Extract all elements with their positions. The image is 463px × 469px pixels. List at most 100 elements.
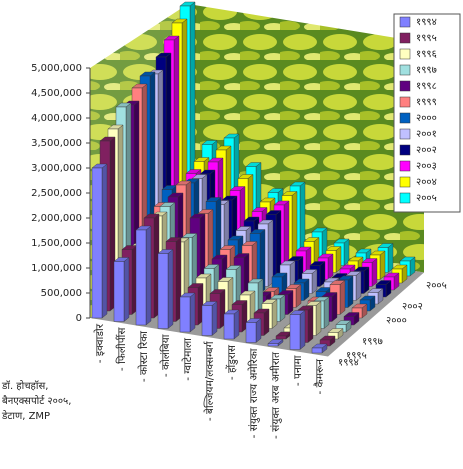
- legend: १९९४ १९९५ १९९६ १९९७ १९९८ १९९९ २००० २००१ २००२ २००३…: [393, 13, 461, 213]
- legend-label: १९९६: [416, 49, 437, 60]
- bar-side: [363, 266, 370, 294]
- bar-side: [379, 250, 386, 280]
- bar: [245, 318, 262, 343]
- legend-swatch: [399, 64, 411, 76]
- bar: [275, 331, 292, 340]
- bar-side: [315, 301, 322, 336]
- x-tick-label: - कैमरून: [313, 359, 326, 395]
- y-tick-label: 4,500,000: [31, 88, 82, 99]
- bar-side: [327, 253, 334, 280]
- legend-swatch: [399, 128, 411, 140]
- bar-side: [279, 294, 286, 322]
- legend-label: १९९८: [416, 81, 437, 92]
- legend-label: १९९५: [416, 33, 437, 44]
- bar: [91, 163, 108, 319]
- bar-front: [267, 343, 279, 347]
- legend-swatch: [399, 192, 411, 204]
- bar-front: [91, 167, 103, 319]
- bar-front: [311, 347, 323, 354]
- bar: [267, 339, 284, 347]
- bar: [289, 310, 306, 350]
- x-tick-label: - कोस्टा रिका: [137, 331, 150, 382]
- x-tick-label: - कोलंबिया: [159, 334, 172, 377]
- bar: [113, 257, 130, 322]
- x-tick-label: - संयुक्त अरब अमीरात: [269, 351, 282, 439]
- bar-side: [145, 225, 152, 326]
- x-tick-label: - इक्वाडोर: [93, 323, 106, 363]
- x-tick-label: - ग्वाटेमाला: [181, 338, 194, 381]
- bar-front: [289, 314, 301, 350]
- y-tick-label: 2,000,000: [31, 213, 82, 224]
- legend-swatch: [399, 144, 411, 156]
- bar-side: [211, 301, 218, 336]
- bar-side: [339, 280, 346, 315]
- legend-swatch: [399, 48, 411, 60]
- bar-side: [331, 292, 338, 322]
- y-tick-label: 0: [76, 313, 82, 324]
- y-tick-label: 4,000,000: [31, 113, 82, 124]
- legend-label: २००२: [416, 145, 437, 156]
- legend-label: १९९४: [416, 17, 437, 28]
- x-tick-label: - संयुक्त राज्य अमेरिका: [247, 348, 260, 438]
- x-tick-label: - फिलीपींस: [115, 327, 128, 371]
- y-tick-label: 1,000,000: [31, 263, 82, 274]
- bar: [157, 249, 174, 329]
- bar-side: [347, 275, 354, 308]
- bar-side: [387, 243, 394, 273]
- bar-side: [299, 310, 306, 350]
- bar-front: [245, 322, 257, 343]
- y-tick-label: 3,000,000: [31, 163, 82, 174]
- bar-side: [233, 309, 240, 340]
- z-tick-label: १९९४: [338, 358, 359, 369]
- legend-swatch: [399, 160, 411, 172]
- legend-label: २०००: [416, 113, 437, 124]
- legend-swatch: [399, 96, 411, 108]
- y-tick-label: 5,000,000: [31, 63, 82, 74]
- bar: [201, 301, 218, 336]
- legend-swatch: [399, 32, 411, 44]
- bar: [223, 309, 240, 340]
- bar: [135, 225, 152, 326]
- legend-label: २००३: [416, 161, 437, 172]
- bar-side: [267, 219, 274, 287]
- legend-swatch: [399, 176, 411, 188]
- bar-side: [167, 249, 174, 329]
- x-tick-label: - होंडुरास: [225, 344, 238, 380]
- bar-front: [179, 296, 191, 333]
- bar-side: [323, 296, 330, 329]
- x-tick-label: - पनामा: [292, 355, 304, 386]
- y-tick-label: 500,000: [41, 288, 82, 299]
- y-tick-label: 3,500,000: [31, 138, 82, 149]
- plot: [91, 1, 416, 354]
- source-note: डॉ. होचहॉस,: [1, 380, 48, 392]
- bar: [311, 343, 328, 354]
- bar-side: [101, 163, 108, 319]
- legend-label: १९९७: [416, 65, 437, 76]
- bar-front: [223, 313, 235, 340]
- bar-front: [201, 305, 213, 336]
- bar-front: [113, 261, 125, 322]
- bar-side: [307, 305, 314, 343]
- legend-swatch: [399, 112, 411, 124]
- source-note: बैनएक्सपोर्ट २००५,: [2, 395, 71, 407]
- legend-label: २००५: [416, 193, 437, 204]
- bar-side: [371, 258, 378, 287]
- bar-front: [157, 253, 169, 329]
- z-tick-label: २००२: [402, 302, 423, 313]
- source-note: डेटाण, ZMP: [1, 410, 50, 422]
- bar-side: [189, 292, 196, 333]
- bar-side: [263, 308, 270, 336]
- bar-front: [135, 229, 147, 326]
- z-tick-label: १९९७: [362, 337, 383, 348]
- z-tick-label: २००५: [426, 281, 447, 292]
- legend-label: १९९९: [416, 97, 437, 108]
- bar-side: [355, 271, 362, 301]
- bar-side: [271, 299, 278, 329]
- z-tick-label: १९९५: [346, 351, 367, 362]
- x-tick-label: - बेल्जियम/लक्सम्बर्ग: [203, 340, 216, 421]
- bar: [327, 328, 344, 340]
- z-tick-label: २०००: [386, 316, 407, 327]
- legend-label: २००४: [416, 177, 437, 188]
